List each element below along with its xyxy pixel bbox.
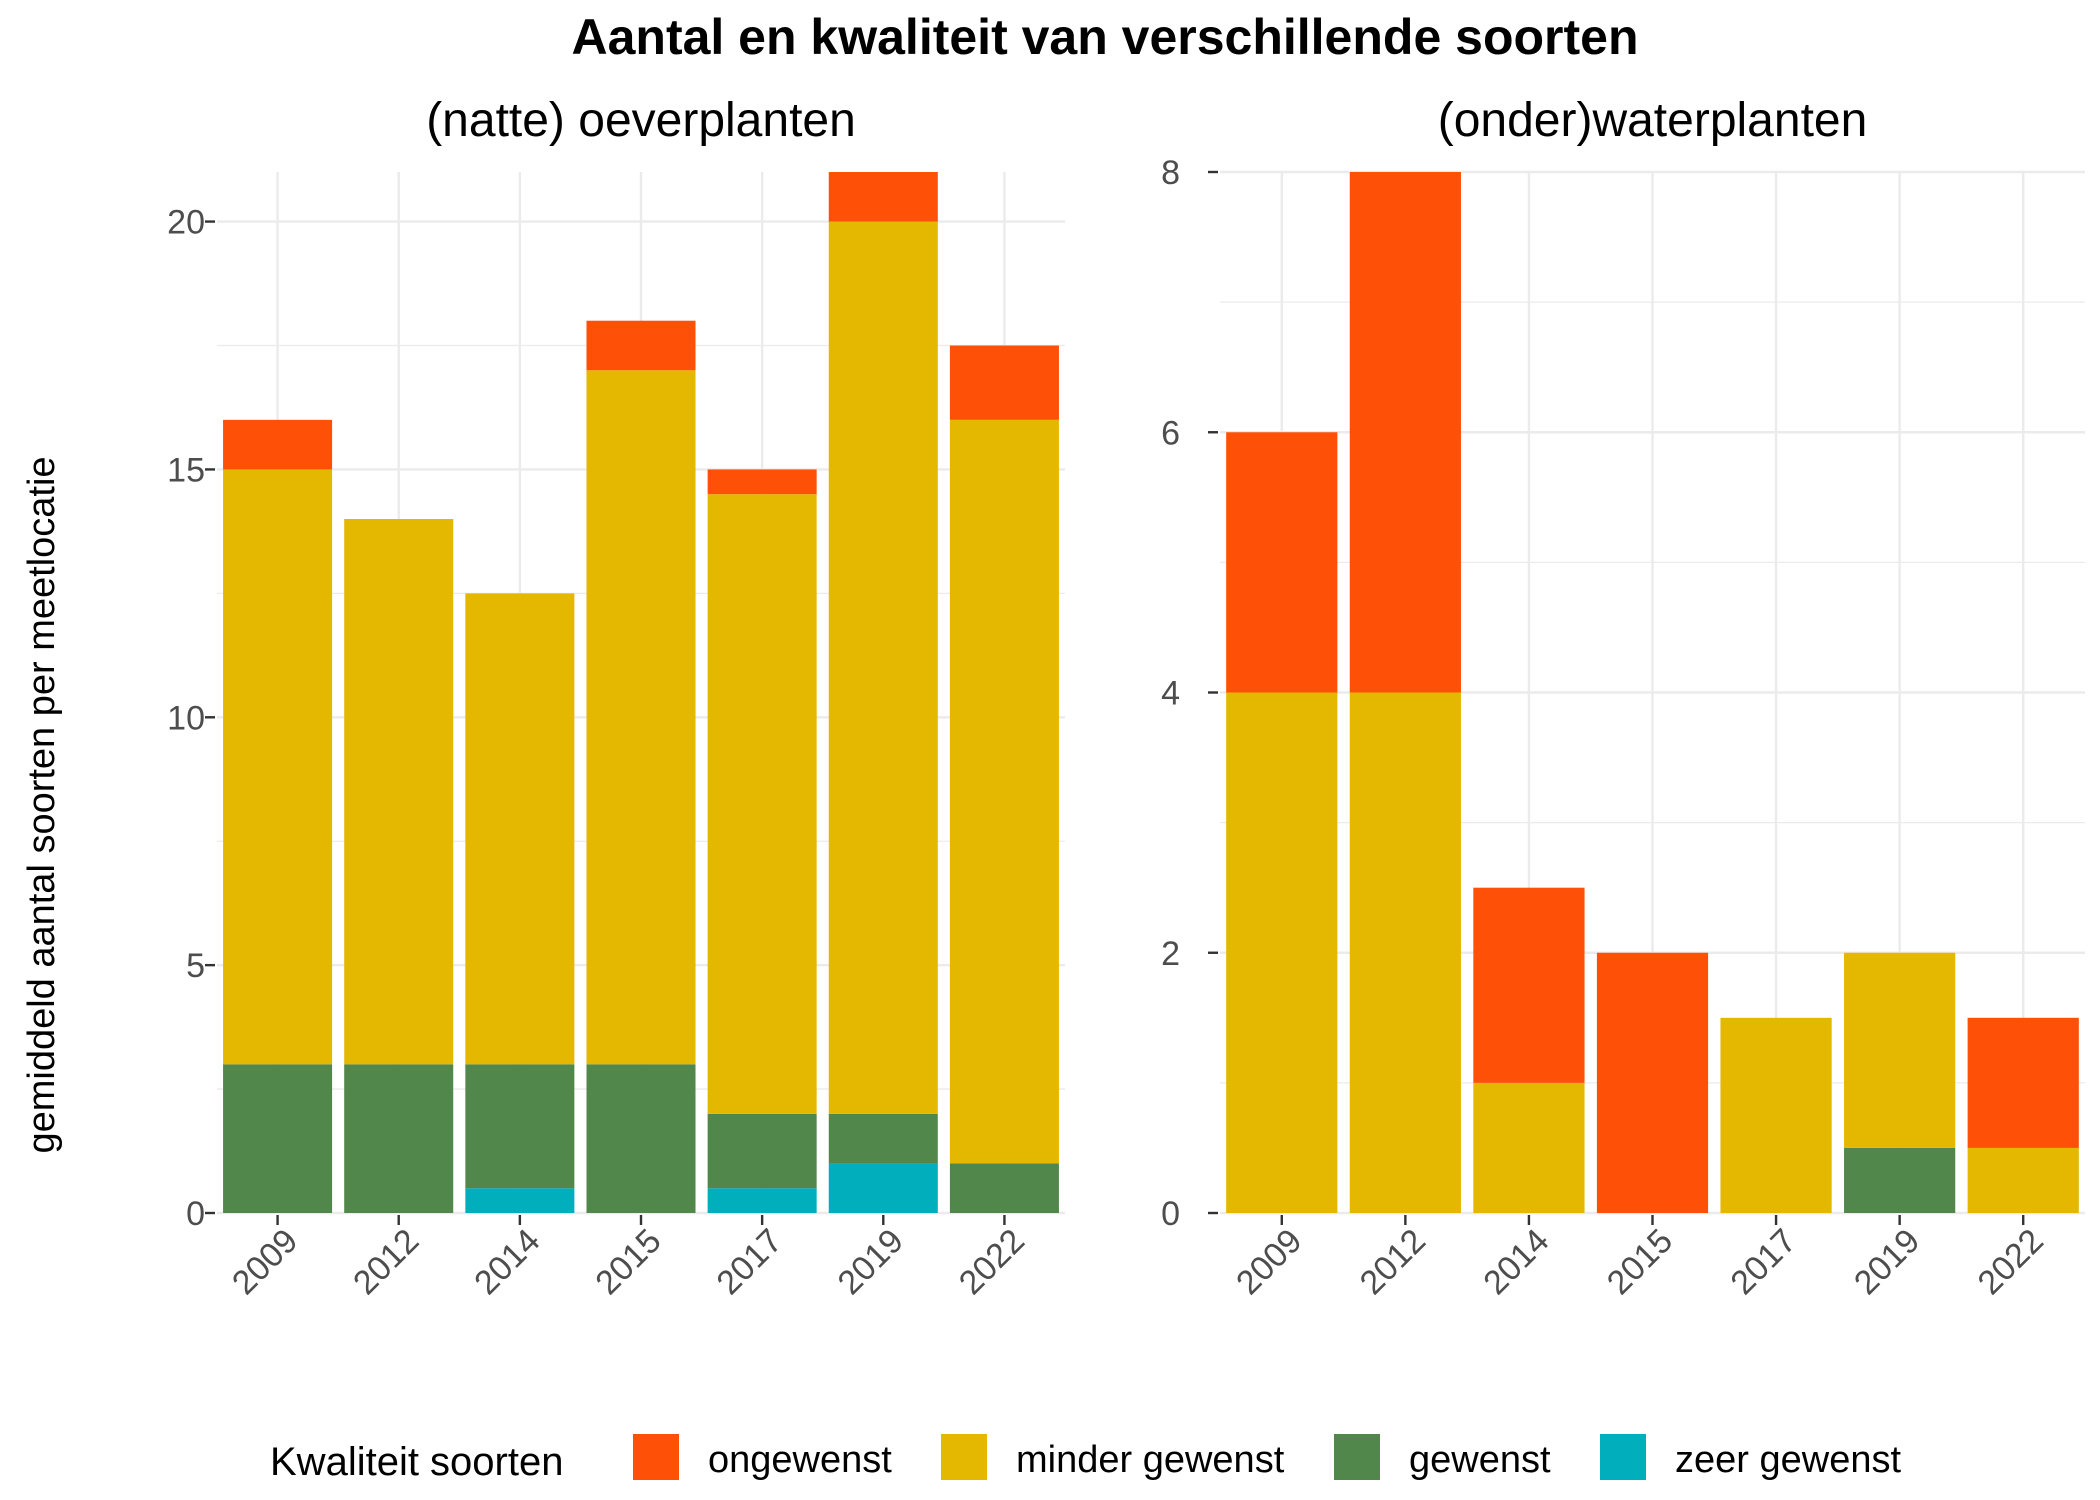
- bar-minder-gewenst-2017: [1720, 1017, 1832, 1213]
- bar-zeer-gewenst-2014: [465, 1188, 575, 1213]
- y-tick-label: 20: [167, 204, 205, 242]
- y-tick-label: 10: [167, 699, 205, 737]
- bar-ongewenst-2012: [1349, 172, 1461, 693]
- panel-title: (natte) oeverplanten: [426, 94, 856, 147]
- bar-gewenst-2019: [1844, 1147, 1956, 1213]
- y-axis-ticks: 0 5 10 15 20: [167, 204, 215, 1233]
- x-tick-label: 2022: [952, 1222, 1032, 1302]
- x-tick-label: 2017: [1723, 1222, 1803, 1302]
- legend-label: zeer gewenst: [1675, 1439, 1901, 1481]
- bar-ongewenst-2019: [828, 172, 938, 222]
- y-tick-label: 4: [1161, 675, 1180, 713]
- legend-entry-minder-gewenst: minder gewenst: [941, 1434, 1285, 1481]
- y-tick-label: 2: [1161, 935, 1180, 973]
- chart-title: Aantal en kwaliteit van verschillende so…: [571, 9, 1638, 65]
- x-tick-label: 2019: [1847, 1222, 1927, 1302]
- bar-ongewenst-2022: [1967, 1017, 2079, 1148]
- legend-label: gewenst: [1409, 1439, 1551, 1481]
- legend-swatch: [1334, 1434, 1380, 1480]
- x-axis-ticks: 2009 2012 2014 2015 2017 2019 2022: [225, 1215, 1032, 1302]
- bar-gewenst-2015: [586, 1064, 696, 1213]
- bar-zeer-gewenst-2017: [707, 1188, 817, 1213]
- bars: [223, 172, 1059, 1213]
- bar-minder-gewenst-2012: [1349, 692, 1461, 1213]
- legend-label: minder gewenst: [1016, 1439, 1285, 1481]
- x-tick-label: 2015: [1600, 1222, 1680, 1302]
- panel-title: (onder)waterplanten: [1438, 94, 1868, 147]
- legend-swatch: [1600, 1434, 1646, 1480]
- bar-minder-gewenst-2014: [1473, 1082, 1585, 1213]
- x-tick-label: 2009: [225, 1222, 305, 1302]
- bar-minder-gewenst-2012: [344, 519, 454, 1065]
- legend-swatch: [941, 1434, 987, 1480]
- legend-entry-gewenst: gewenst: [1334, 1434, 1551, 1481]
- y-tick-label: 0: [1161, 1195, 1180, 1233]
- bar-minder-gewenst-2017: [707, 494, 817, 1114]
- legend-entry-zeer-gewenst: zeer gewenst: [1600, 1434, 1901, 1481]
- legend-title: Kwaliteit soorten: [270, 1440, 563, 1484]
- x-tick-label: 2012: [1353, 1222, 1433, 1302]
- y-tick-label: 15: [167, 451, 205, 489]
- x-tick-label: 2019: [831, 1222, 911, 1302]
- panel-1: (natte) oeverplanten 0 5 10 15 20 2009 2012 2014…: [167, 94, 1065, 1302]
- y-tick-label: 0: [186, 1195, 205, 1233]
- bar-minder-gewenst-2022: [1967, 1147, 2079, 1213]
- x-axis-ticks: 2009 2012 2014 2015 2017 2019 2022: [1229, 1215, 2051, 1302]
- legend-entry-ongewenst: ongewenst: [633, 1434, 892, 1481]
- x-tick-label: 2022: [1971, 1222, 2051, 1302]
- y-tick-label: 8: [1161, 154, 1180, 192]
- bar-ongewenst-2022: [949, 345, 1059, 420]
- bar-ongewenst-2017: [707, 469, 817, 495]
- y-tick-label: 6: [1161, 414, 1180, 452]
- bar-minder-gewenst-2015: [586, 370, 696, 1065]
- bar-minder-gewenst-2019: [828, 221, 938, 1114]
- y-tick-label: 5: [186, 947, 205, 985]
- bar-minder-gewenst-2009: [223, 469, 333, 1065]
- bar-gewenst-2022: [949, 1163, 1059, 1213]
- bar-minder-gewenst-2009: [1226, 692, 1338, 1213]
- bar-ongewenst-2009: [1226, 432, 1338, 693]
- y-axis-ticks: 0 2 4 6 8: [1161, 154, 1218, 1233]
- legend-swatch: [633, 1434, 679, 1480]
- bar-ongewenst-2015: [586, 320, 696, 371]
- x-tick-label: 2017: [709, 1222, 789, 1302]
- panel-2: (onder)waterplanten 0 2 4 6 8 2009 2012 2014 2015…: [1161, 94, 2085, 1302]
- bars: [1226, 172, 2079, 1213]
- y-axis-label: gemiddeld aantal soorten per meetlocatie: [21, 456, 63, 1153]
- bar-ongewenst-2014: [1473, 887, 1585, 1083]
- bar-minder-gewenst-2019: [1844, 952, 1956, 1148]
- bar-gewenst-2017: [707, 1113, 817, 1189]
- bar-gewenst-2019: [828, 1113, 938, 1164]
- legend-label: ongewenst: [708, 1439, 892, 1481]
- bar-zeer-gewenst-2019: [828, 1163, 938, 1213]
- x-tick-label: 2015: [588, 1222, 668, 1302]
- bar-ongewenst-2015: [1596, 952, 1709, 1213]
- bar-minder-gewenst-2022: [949, 419, 1059, 1164]
- x-tick-label: 2014: [1476, 1222, 1556, 1302]
- bar-gewenst-2012: [344, 1064, 454, 1213]
- bar-minder-gewenst-2014: [465, 593, 575, 1065]
- bar-gewenst-2009: [223, 1064, 333, 1213]
- x-tick-label: 2012: [346, 1222, 426, 1302]
- bar-ongewenst-2009: [223, 419, 333, 470]
- bar-gewenst-2014: [465, 1064, 575, 1189]
- x-tick-label: 2009: [1229, 1222, 1309, 1302]
- x-tick-label: 2014: [467, 1222, 547, 1302]
- legend: Kwaliteit soorten ongewenst minder gewens…: [270, 1434, 1901, 1484]
